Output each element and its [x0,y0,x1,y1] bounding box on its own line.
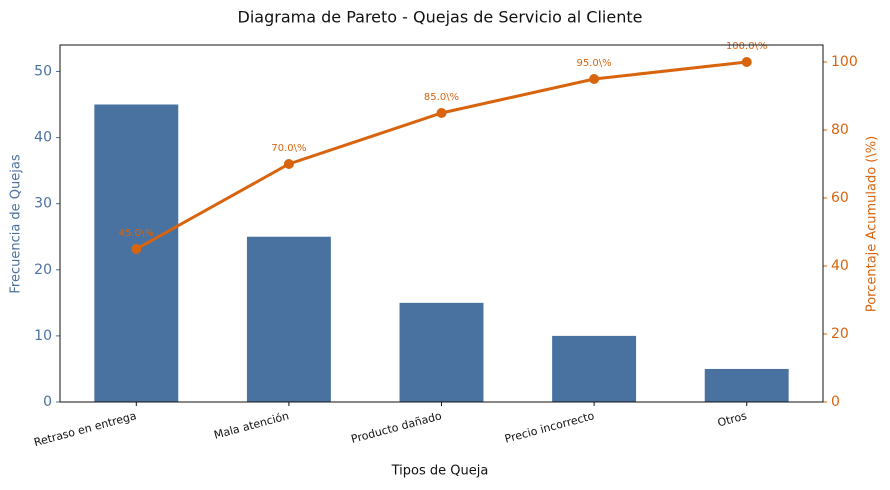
line-point [283,159,294,169]
y2-tick-label: 100 [831,54,858,70]
data-label: 100.0\% [726,41,768,52]
line-point [741,57,752,67]
y2-tick-label: 80 [831,122,849,138]
bar [552,335,637,402]
y-tick-label: 0 [43,394,52,410]
y2-tick-label: 0 [831,394,840,410]
y-axis-label: Frecuencia de Quejas [9,154,24,294]
x-tick-label: Mala atención [213,409,291,442]
y-tick-label: 50 [34,63,52,79]
plot-frame [59,44,824,403]
y-tick-label: 20 [34,262,52,278]
line-point [589,74,600,84]
line-point [131,244,142,254]
y-tick-label: 10 [34,328,52,344]
y-tick-label: 40 [34,130,52,146]
data-label: 85.0\% [424,92,459,103]
bar [246,236,331,402]
x-tick-label: Producto dañado [350,409,444,446]
data-label: 45.0\% [119,228,154,239]
bar [399,302,484,402]
y2-tick-label: 60 [831,190,849,206]
bar [704,368,789,402]
line [135,60,747,251]
x-tick-label: Precio incorrecto [503,409,596,445]
line-point [436,108,447,118]
chart-title: Diagrama de Pareto - Quejas de Servicio … [238,8,643,27]
y2-axis-label: Porcentaje Acumulado (\%) [865,136,880,312]
x-tick-label: Otros [716,409,748,429]
y2-tick-label: 20 [831,326,849,342]
x-tick-label: Retraso en entrega [33,409,138,449]
y-tick-label: 30 [34,196,52,212]
data-label: 70.0\% [271,143,306,154]
y2-tick-label: 40 [831,258,849,274]
x-axis-label: Tipos de Queja [391,464,489,479]
data-label: 95.0\% [577,58,612,69]
